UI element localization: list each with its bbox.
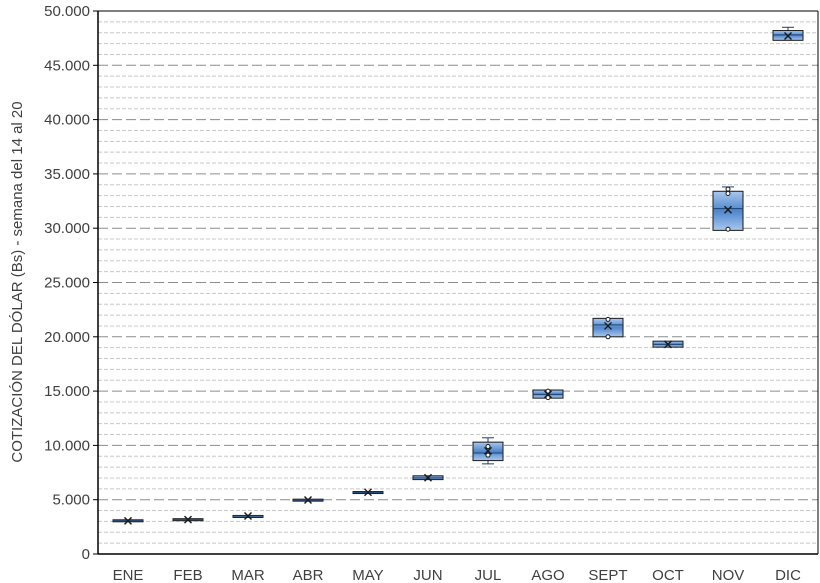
x-tick-label: MAR <box>231 567 265 583</box>
box-body <box>712 190 744 231</box>
box-ene <box>112 516 144 525</box>
x-tick-label: SEPT <box>588 567 627 583</box>
data-point <box>725 226 731 232</box>
y-tick-label: 15.000 <box>44 383 90 400</box>
box-nov <box>712 186 744 232</box>
data-point <box>545 388 551 394</box>
data-point <box>545 395 551 401</box>
x-tick-label: AGO <box>531 567 564 583</box>
mean-marker <box>604 321 612 330</box>
y-tick-label: 10.000 <box>44 437 90 454</box>
y-tick-label: 25.000 <box>44 275 90 292</box>
mean-marker <box>124 516 132 525</box>
x-tick-label: MAY <box>352 567 383 583</box>
data-point <box>485 443 491 449</box>
box-jun <box>412 473 444 482</box>
box-feb <box>172 515 204 524</box>
data-point <box>605 334 611 340</box>
box-oct <box>652 340 684 349</box>
y-tick-label: 5.000 <box>52 492 90 509</box>
tick-labels: 0 5.000 10.000 15.000 20.000 25.000 30.000 35.0… <box>44 3 801 583</box>
y-tick-label: 0 <box>82 546 90 563</box>
data-point <box>605 316 611 322</box>
mean-marker <box>364 488 372 497</box>
y-tick-label: 40.000 <box>44 112 90 129</box>
gridlines <box>98 10 818 544</box>
x-tick-label: NOV <box>712 567 745 583</box>
x-tick-label: JUN <box>413 567 442 583</box>
y-tick-label: 30.000 <box>44 220 90 237</box>
x-tick-label: JUL <box>475 567 502 583</box>
mean-marker <box>784 31 792 40</box>
mean-marker <box>664 340 672 349</box>
data-point <box>725 186 731 192</box>
box-may <box>352 488 384 497</box>
box-ago <box>532 388 564 401</box>
y-tick-label: 20.000 <box>44 329 90 346</box>
x-tick-label: ENE <box>113 567 144 583</box>
y-tick-label: 50.000 <box>44 3 90 20</box>
boxes <box>112 26 804 525</box>
y-axis-label: COTIZACIÓN DEL DÓLAR (Bs) - semana del 1… <box>9 101 26 462</box>
data-point <box>725 190 731 196</box>
y-tick-label: 45.000 <box>44 57 90 74</box>
axes <box>93 10 819 555</box>
box-jul <box>472 437 504 465</box>
x-tick-label: ABR <box>293 567 324 583</box>
box-sept <box>592 316 624 340</box>
y-tick-label: 35.000 <box>44 166 90 183</box>
mean-marker <box>184 515 192 524</box>
box-mar <box>232 511 264 520</box>
x-tick-label: DIC <box>775 567 801 583</box>
mean-marker <box>244 511 252 520</box>
mean-marker <box>724 205 732 214</box>
box-abr <box>292 496 324 505</box>
mean-marker <box>304 496 312 505</box>
mean-marker <box>484 446 492 455</box>
x-tick-label: FEB <box>173 567 202 583</box>
mean-marker <box>424 473 432 482</box>
x-tick-label: OCT <box>652 567 684 583</box>
data-point <box>485 452 491 458</box>
mean-marker <box>544 390 552 399</box>
box-dic <box>772 26 804 41</box>
